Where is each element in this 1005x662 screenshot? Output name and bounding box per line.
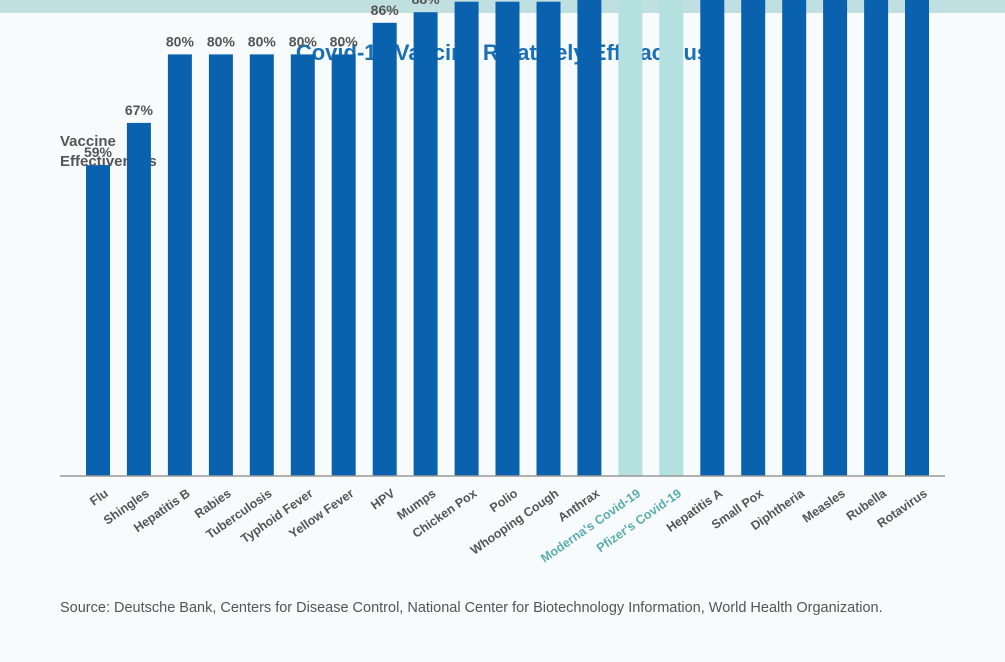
x-tick-label: Polio bbox=[487, 486, 520, 515]
bar bbox=[618, 0, 643, 476]
x-tick-label: Flu bbox=[87, 486, 110, 508]
bar bbox=[823, 0, 848, 477]
bar bbox=[536, 1, 561, 476]
bar bbox=[126, 122, 151, 477]
bar bbox=[700, 0, 725, 477]
data-label: 80% bbox=[166, 33, 195, 49]
bar bbox=[290, 54, 315, 477]
source-note: Source: Deutsche Bank, Centers for Disea… bbox=[60, 600, 883, 616]
data-label: 88% bbox=[412, 0, 441, 7]
data-label: 80% bbox=[289, 33, 318, 49]
x-tick-label: HPV bbox=[368, 486, 398, 513]
data-label: 80% bbox=[207, 33, 236, 49]
bar bbox=[208, 54, 233, 477]
data-label: 59% bbox=[84, 144, 113, 160]
bar bbox=[249, 54, 274, 477]
x-tick-label: Measles bbox=[800, 486, 848, 525]
y-axis-label-line-1: Vaccine bbox=[60, 133, 116, 150]
bar bbox=[167, 54, 192, 477]
bar bbox=[495, 1, 520, 476]
bar bbox=[741, 0, 766, 477]
bar bbox=[577, 0, 602, 477]
data-label: 80% bbox=[330, 33, 359, 49]
bar bbox=[905, 0, 929, 476]
bar bbox=[782, 0, 807, 477]
bar bbox=[86, 165, 110, 476]
bar bbox=[864, 0, 889, 477]
bar bbox=[454, 1, 479, 476]
bar bbox=[659, 0, 684, 477]
bar bbox=[413, 12, 438, 476]
data-label: 67% bbox=[125, 102, 154, 118]
bar bbox=[372, 22, 397, 477]
bar bbox=[331, 54, 356, 477]
data-label: 86% bbox=[371, 2, 400, 18]
data-label: 80% bbox=[248, 33, 277, 49]
